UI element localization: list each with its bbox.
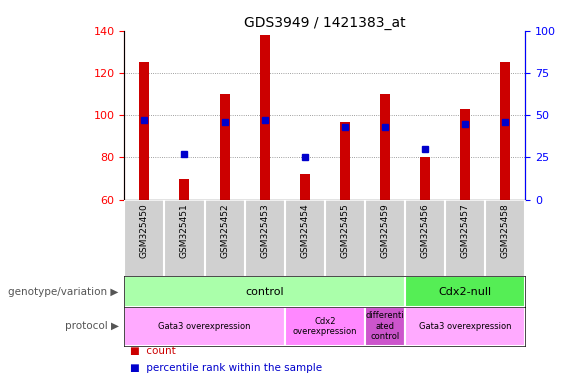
Text: GSM325456: GSM325456 — [421, 204, 429, 258]
Bar — [260, 35, 270, 200]
Bar — [380, 94, 390, 200]
Bar — [220, 94, 229, 200]
Text: genotype/variation ▶: genotype/variation ▶ — [8, 287, 119, 297]
Bar — [405, 307, 525, 346]
Bar — [365, 307, 405, 346]
Bar — [300, 174, 310, 200]
Text: GSM325458: GSM325458 — [501, 204, 510, 258]
Text: ■  percentile rank within the sample: ■ percentile rank within the sample — [130, 363, 322, 373]
Title: GDS3949 / 1421383_at: GDS3949 / 1421383_at — [244, 16, 406, 30]
Text: ■  count: ■ count — [130, 346, 176, 356]
Text: Cdx2
overexpression: Cdx2 overexpression — [293, 317, 357, 336]
Text: GSM325459: GSM325459 — [381, 204, 389, 258]
Text: Gata3 overexpression: Gata3 overexpression — [158, 322, 251, 331]
Text: GSM325457: GSM325457 — [461, 204, 470, 258]
Text: GSM325451: GSM325451 — [180, 204, 189, 258]
Text: control: control — [245, 287, 284, 297]
Bar — [180, 179, 189, 200]
Bar — [420, 157, 430, 200]
Bar — [124, 276, 405, 307]
Text: GSM325453: GSM325453 — [260, 204, 269, 258]
Bar — [501, 62, 510, 200]
Text: protocol ▶: protocol ▶ — [64, 321, 119, 331]
Text: Cdx2-null: Cdx2-null — [438, 287, 492, 297]
Text: GSM325452: GSM325452 — [220, 204, 229, 258]
Text: differenti
ated
control: differenti ated control — [366, 311, 405, 341]
Text: GSM325454: GSM325454 — [301, 204, 309, 258]
Bar — [405, 276, 525, 307]
Bar — [460, 109, 470, 200]
Bar — [340, 121, 350, 200]
Text: Gata3 overexpression: Gata3 overexpression — [419, 322, 511, 331]
Text: GSM325455: GSM325455 — [341, 204, 349, 258]
Bar — [124, 307, 285, 346]
Text: GSM325450: GSM325450 — [140, 204, 149, 258]
Bar — [285, 307, 365, 346]
Bar — [140, 62, 149, 200]
